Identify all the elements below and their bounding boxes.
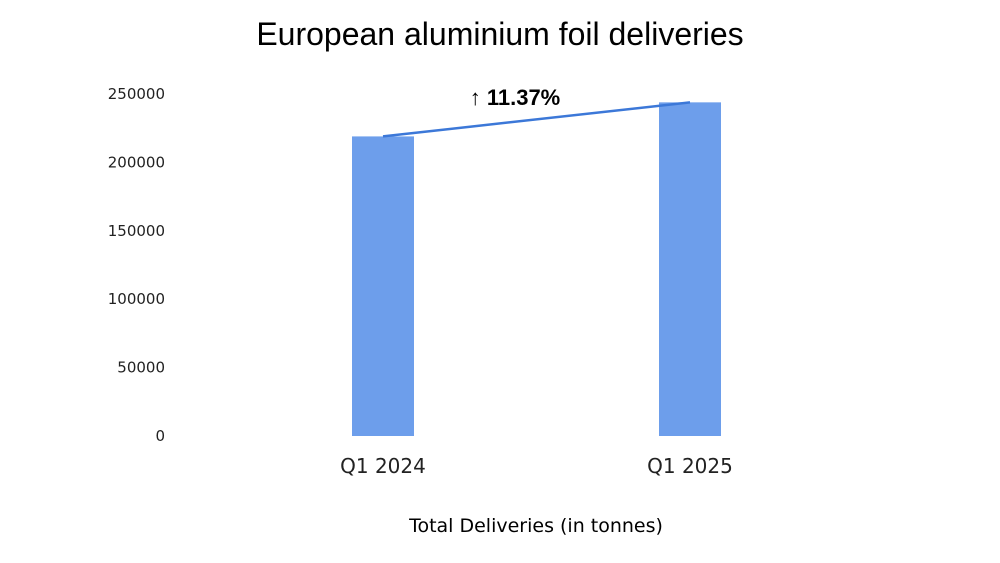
chart-title: European aluminium foil deliveries <box>256 16 743 52</box>
x-axis-ticks: Q1 2024 Q1 2025 <box>340 454 733 478</box>
x-axis-label: Total Deliveries (in tonnes) <box>408 515 663 537</box>
y-tick-label: 100000 <box>108 290 165 308</box>
bar-q1-2024 <box>352 136 414 436</box>
bars <box>352 102 721 437</box>
trend-label: ↑ 11.37% <box>470 85 561 110</box>
bar-q1-2025 <box>659 102 721 437</box>
x-tick-label: Q1 2024 <box>340 454 426 478</box>
y-tick-label: 0 <box>155 427 165 445</box>
y-tick-label: 200000 <box>108 153 165 171</box>
x-tick-label: Q1 2025 <box>647 454 733 478</box>
trend-line <box>382 101 691 138</box>
y-tick-label: 150000 <box>108 222 165 240</box>
y-axis-ticks: 0 50000 100000 150000 200000 250000 <box>108 85 165 445</box>
y-tick-label: 250000 <box>108 85 165 103</box>
trend-annotation: ↑ 11.37% <box>382 85 691 138</box>
y-tick-label: 50000 <box>117 359 165 377</box>
